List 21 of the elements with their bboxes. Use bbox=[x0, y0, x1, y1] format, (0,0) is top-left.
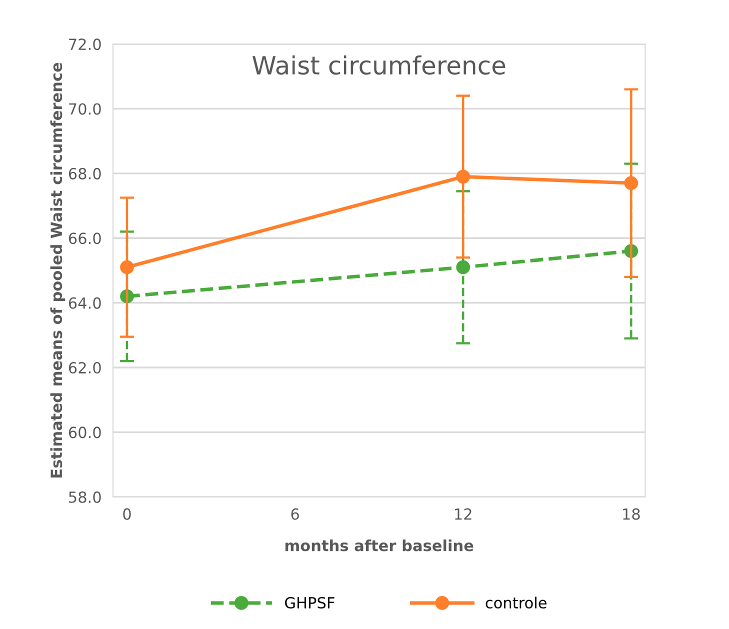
x-tick-label: 0 bbox=[123, 508, 131, 520]
y-tick-label: 62.0 bbox=[68, 362, 101, 374]
y-tick-label: 72.0 bbox=[69, 38, 101, 50]
y-axis-title: Estimated means of pooled Waist circumference bbox=[50, 62, 66, 478]
y-tick-label: 58.0 bbox=[69, 491, 101, 503]
point bbox=[624, 176, 638, 190]
point bbox=[456, 260, 470, 274]
x-tick-label: 18 bbox=[623, 508, 640, 520]
point bbox=[456, 170, 470, 184]
legend-label: GHPSF bbox=[285, 596, 334, 609]
y-tick-label: 68.0 bbox=[68, 168, 101, 180]
y-tick-label: 70.0 bbox=[69, 103, 101, 115]
x-tick-label: 6 bbox=[291, 508, 299, 520]
x-axis-title: months after baseline bbox=[285, 539, 474, 552]
x-tick-label: 12 bbox=[455, 508, 472, 520]
y-tick-label: 60.0 bbox=[68, 426, 101, 438]
legend-label: controle bbox=[486, 596, 546, 609]
y-tick-label: 64.0 bbox=[68, 297, 101, 309]
y-tick-label: 66.0 bbox=[68, 232, 101, 244]
chart-title: Waist circumference bbox=[252, 55, 506, 75]
point bbox=[120, 260, 134, 274]
